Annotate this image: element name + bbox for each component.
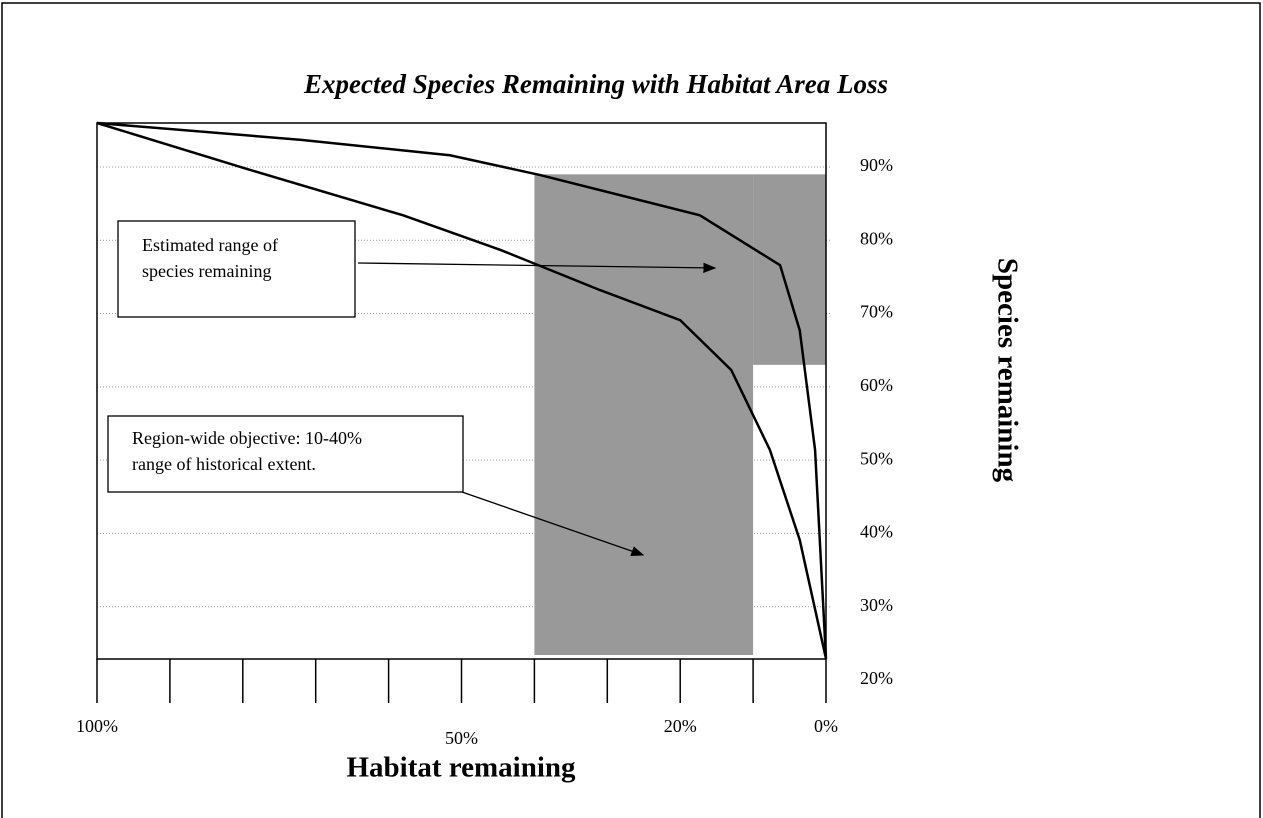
y-tick-label: 50% bbox=[860, 448, 893, 468]
annotation-box bbox=[117, 220, 356, 318]
x-tick-label: 0% bbox=[814, 716, 838, 736]
annotation-text: range of historical extent. bbox=[132, 454, 316, 474]
y-tick-label: 20% bbox=[860, 668, 893, 688]
y-tick-label: 40% bbox=[860, 522, 893, 542]
y-tick-label: 90% bbox=[860, 155, 893, 175]
annotation-arrow bbox=[357, 262, 717, 274]
y-tick-label: 30% bbox=[860, 595, 893, 615]
chart-title: Expected Species Remaining with Habitat … bbox=[303, 69, 888, 99]
annotation-box bbox=[107, 415, 464, 493]
species-curve bbox=[96, 121, 828, 659]
x-tick-label: 50% bbox=[445, 728, 478, 748]
x-axis-title: Habitat remaining bbox=[346, 752, 576, 784]
x-tick-label: 20% bbox=[664, 716, 697, 736]
species-curve bbox=[96, 121, 828, 660]
annotation-text: Region-wide objective: 10-40% bbox=[132, 428, 362, 448]
annotation-text: species remaining bbox=[142, 261, 271, 281]
y-tick-label: 60% bbox=[860, 375, 893, 395]
y-tick-label: 70% bbox=[860, 302, 893, 322]
x-tick-label: 100% bbox=[76, 716, 118, 736]
objective-region bbox=[534, 174, 754, 656]
species-range-region bbox=[753, 174, 826, 365]
y-axis-title: Species remaining bbox=[991, 258, 1023, 483]
annotation-text: Estimated range of bbox=[142, 235, 278, 255]
annotation-arrow bbox=[461, 491, 645, 557]
y-tick-label: 80% bbox=[860, 228, 893, 248]
